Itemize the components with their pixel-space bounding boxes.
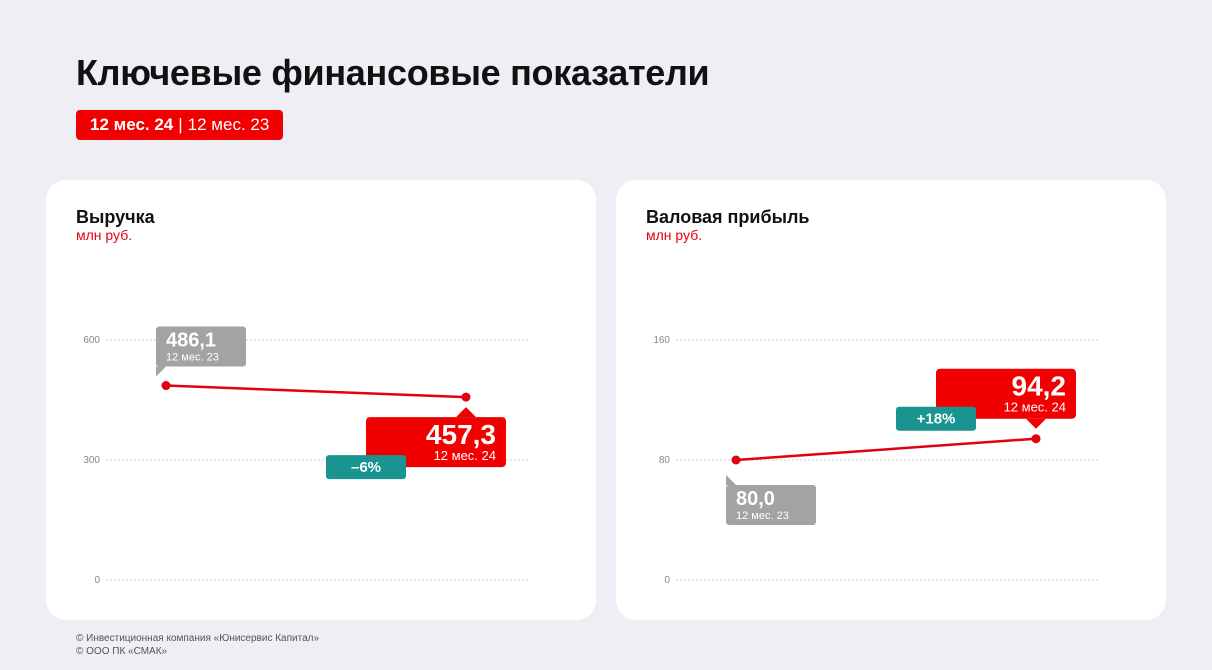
change-badge (896, 406, 976, 431)
gross-profit-chart-unit: млн руб. (646, 227, 703, 243)
gross-profit-chart-title: Валовая прибыль (646, 207, 810, 227)
current-value-callout (936, 368, 1076, 419)
previous-callout-pointer (726, 475, 736, 485)
current-period-label: 12 мес. 24 (434, 448, 496, 463)
footer-copyright-line-1: © Инвестиционная компания «Юнисервис Кап… (76, 633, 320, 644)
previous-value-callout (156, 326, 246, 367)
current-callout-pointer (1026, 418, 1046, 429)
y-tick-label: 0 (664, 575, 670, 586)
data-point (161, 381, 171, 391)
y-tick-label: 0 (94, 575, 100, 586)
previous-period-label: 12 мес. 23 (736, 510, 789, 522)
data-point (1031, 434, 1041, 444)
revenue-chart: 0 300 600 486,112 мес. 23 457,312 мес. 24 –6% (83, 326, 528, 586)
revenue-chart-card: Выручка млн руб. 0 300 600 486,1 12 мес. 23 4… (46, 180, 596, 620)
previous-value-label: 80,0 (736, 488, 775, 510)
previous-callout-pointer (156, 366, 166, 377)
footer-copyright-line-2: © ООО ПК «СМАК» (76, 646, 168, 657)
y-tick-label: 600 (83, 335, 100, 346)
current-callout-pointer (456, 407, 476, 418)
current-value-label: 94,2 (1012, 371, 1067, 402)
y-tick-label: 300 (83, 455, 100, 466)
period-current-label: 12 мес. 24 (90, 115, 174, 134)
revenue-chart-unit: млн руб. (76, 227, 133, 243)
period-legend-badge: 12 мес. 24 | 12 мес. 23 (76, 110, 284, 140)
gross-profit-chart-card: Валовая прибыль млн руб. 0 80 160 80,0 12 ме… (616, 180, 1166, 620)
data-point (461, 392, 471, 402)
previous-value-callout (726, 485, 816, 525)
current-period-label: 12 мес. 24 (1004, 400, 1066, 415)
previous-period-label: 12 мес. 23 (166, 352, 219, 364)
y-tick-label: 80 (659, 455, 671, 466)
series-line (165, 384, 467, 399)
period-previous-label: 12 мес. 23 (187, 115, 270, 134)
current-value-label: 457,3 (426, 419, 496, 450)
data-point (731, 455, 741, 465)
previous-value-label: 486,1 (166, 330, 216, 352)
footer-copyright: © Инвестиционная компания «Юнисервис Кап… (76, 632, 319, 658)
series-line (735, 437, 1037, 462)
y-tick-label: 160 (653, 335, 670, 346)
period-separator: | (178, 115, 183, 134)
revenue-chart-title: Выручка (76, 207, 155, 227)
change-label: +18% (917, 411, 956, 428)
change-badge (326, 455, 406, 480)
page-title: Ключевые финансовые показатели (76, 52, 710, 93)
change-label: –6% (351, 459, 381, 476)
gross-profit-chart: 0 80 160 80,012 мес. 23 94,212 мес. 24 +18% (653, 335, 1098, 586)
current-value-callout (366, 417, 506, 468)
